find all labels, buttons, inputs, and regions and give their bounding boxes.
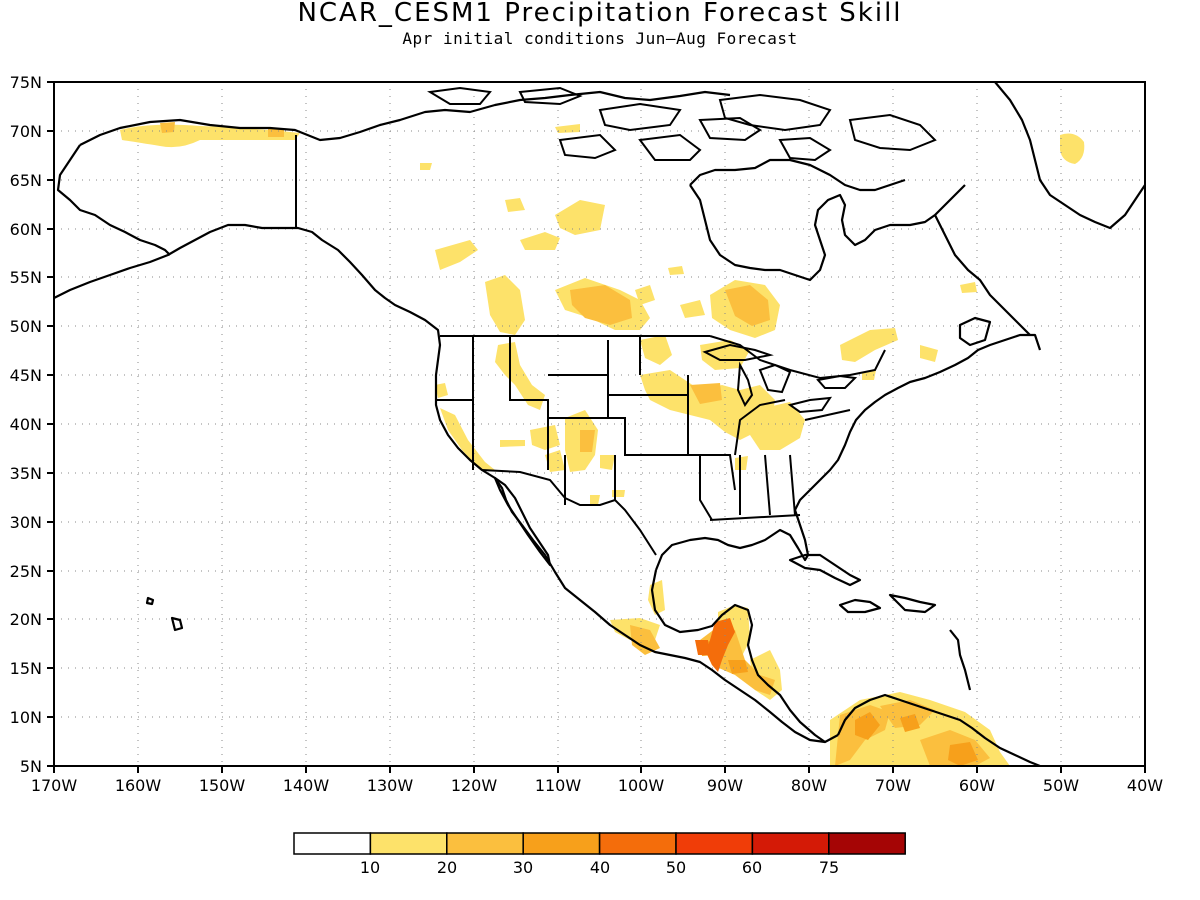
lat-tick-label: 75N: [10, 73, 42, 92]
legend-label: 50: [666, 858, 686, 877]
coastlines: [54, 82, 1145, 766]
legend-color-boxes: [293, 832, 906, 855]
lat-tick-label: 20N: [10, 610, 42, 629]
lat-tick-label: 10N: [10, 708, 42, 727]
legend-color-box: [598, 832, 677, 855]
lat-tick-label: 55N: [10, 268, 42, 287]
lon-tick-label: 60W: [959, 776, 995, 795]
lat-tick-label: 25N: [10, 562, 42, 581]
lon-tick-label: 50W: [1043, 776, 1079, 795]
lon-tick-label: 40W: [1127, 776, 1163, 795]
lat-tick-label: 65N: [10, 171, 42, 190]
lon-tick-label: 170W: [31, 776, 78, 795]
lat-tick-label: 60N: [10, 220, 42, 239]
skill-shading-10-20: [120, 124, 1085, 766]
legend-color-box: [828, 832, 906, 855]
lat-tick-label: 15N: [10, 659, 42, 678]
legend-color-box: [369, 832, 448, 855]
lon-tick-label: 80W: [791, 776, 827, 795]
lon-tick-label: 120W: [451, 776, 498, 795]
lat-ticks: [47, 81, 54, 767]
lon-tick-label: 70W: [875, 776, 911, 795]
legend-label: 10: [360, 858, 380, 877]
skill-shading-40-50: [695, 618, 735, 672]
lat-tick-label: 5N: [20, 757, 42, 776]
graticule: [54, 82, 1145, 766]
chart-title: NCAR_CESM1 Precipitation Forecast Skill: [297, 0, 903, 28]
legend-color-box: [751, 832, 830, 855]
lon-tick-label: 90W: [707, 776, 743, 795]
lat-tick-label: 30N: [10, 513, 42, 532]
arctic-islands: [427, 86, 937, 162]
lon-tick-label: 160W: [115, 776, 162, 795]
map-frame: [53, 81, 1146, 767]
longitude-axis: 170W 160W 150W 140W 130W 120W 110W 100W …: [31, 776, 1163, 795]
lon-tick-label: 100W: [618, 776, 665, 795]
lon-tick-label: 110W: [535, 776, 582, 795]
legend-label: 20: [437, 858, 457, 877]
legend-label: 40: [590, 858, 610, 877]
lon-tick-label: 140W: [283, 776, 330, 795]
legend-color-box: [446, 832, 524, 855]
legend-color-box: [522, 832, 601, 855]
lat-tick-label: 70N: [10, 122, 42, 141]
lat-tick-label: 35N: [10, 464, 42, 483]
legend-color-box: [675, 832, 754, 855]
lat-tick-label: 40N: [10, 415, 42, 434]
legend-label: 30: [513, 858, 533, 877]
legend-label: 75: [819, 858, 839, 877]
lat-tick-label: 50N: [10, 317, 42, 336]
legend-label: 60: [742, 858, 762, 877]
lon-tick-label: 150W: [199, 776, 246, 795]
political-boundaries: [295, 135, 886, 556]
lat-tick-label: 45N: [10, 366, 42, 385]
latitude-axis: 5N 10N 15N 20N 25N 30N 35N 40N 45N 50N 5…: [10, 73, 42, 776]
chart-subtitle: Apr initial conditions Jun–Aug Forecast: [402, 29, 798, 48]
lon-tick-label: 130W: [367, 776, 414, 795]
legend-color-box: [293, 832, 372, 855]
lon-ticks: [53, 766, 1146, 773]
precipitation-skill-map: 5N 10N 15N 20N 25N 30N 35N 40N 45N 50N 5…: [10, 73, 1164, 795]
